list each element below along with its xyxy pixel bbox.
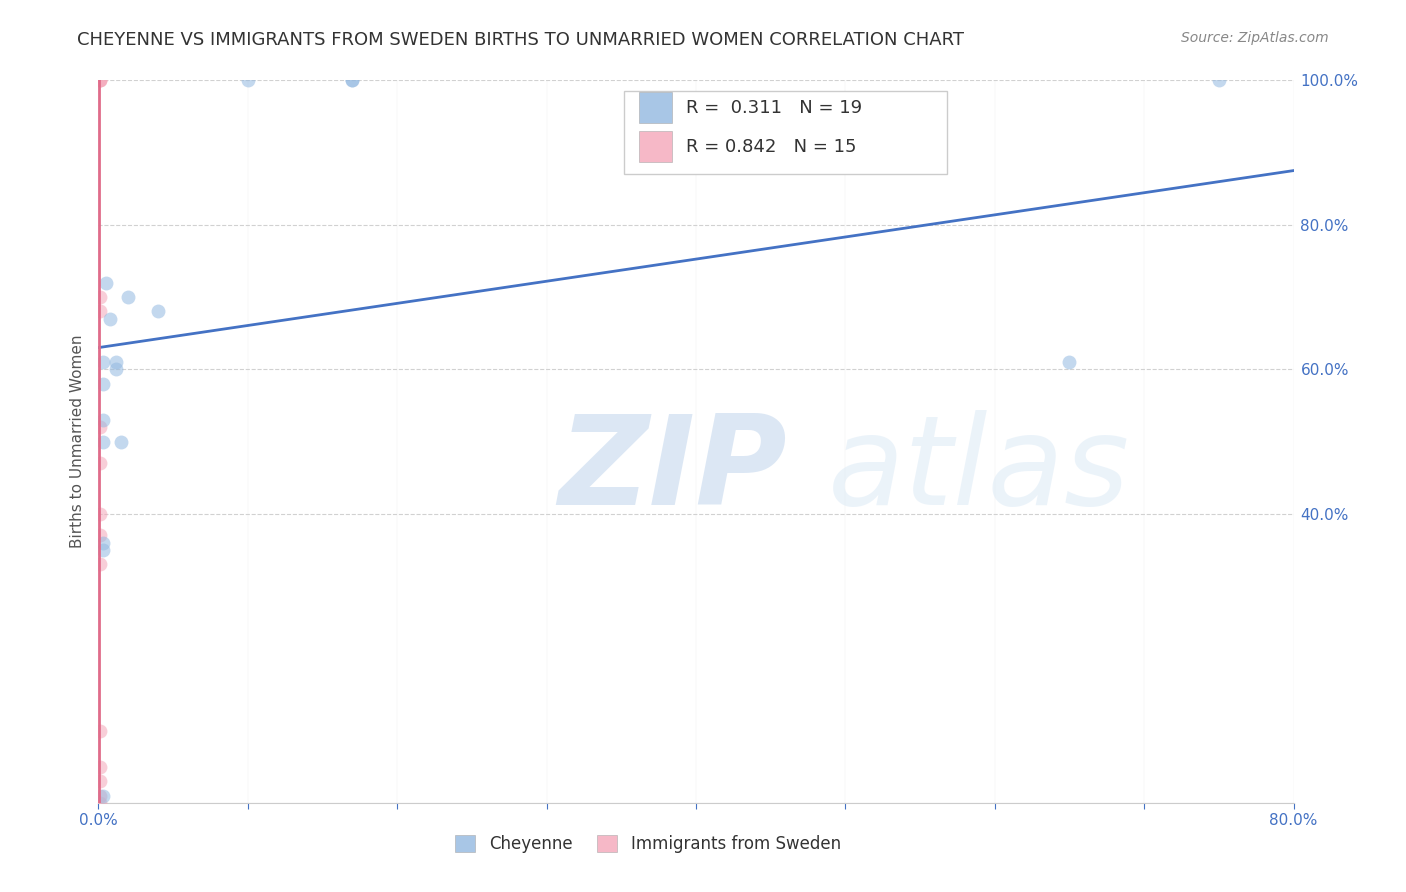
Point (1208, 73, 1230, 87)
Point (89, 558, 111, 572)
Point (98, 311, 122, 326)
Point (89, 789, 111, 803)
Point (117, 290, 139, 304)
Point (89, 723, 111, 738)
Point (89, 304, 111, 318)
Text: R =  0.311   N = 19: R = 0.311 N = 19 (686, 98, 862, 117)
FancyBboxPatch shape (624, 91, 948, 174)
Point (94, 276, 117, 290)
Point (91, 789, 114, 803)
Text: CHEYENNE VS IMMIGRANTS FROM SWEDEN BIRTHS TO UNMARRIED WOMEN CORRELATION CHART: CHEYENNE VS IMMIGRANTS FROM SWEDEN BIRTH… (77, 31, 965, 49)
Point (105, 362, 128, 376)
Point (342, 73, 364, 87)
Point (105, 355, 128, 369)
Point (91, 542, 114, 557)
Point (91, 413, 114, 427)
Point (89, 760, 111, 774)
Point (89, 420, 111, 434)
Point (91, 535, 114, 549)
Point (342, 73, 364, 87)
Point (148, 304, 170, 318)
Point (89, 290, 111, 304)
Text: atlas: atlas (827, 410, 1129, 531)
Point (91, 434, 114, 449)
Point (91, 376, 114, 391)
Point (89, 507, 111, 521)
Point (89, 796, 111, 810)
Point (89, 73, 111, 87)
Point (89, 73, 111, 87)
Point (1059, 355, 1081, 369)
Y-axis label: Births to Unmarried Women: Births to Unmarried Women (69, 334, 84, 549)
FancyBboxPatch shape (638, 93, 672, 123)
Point (89, 73, 111, 87)
Text: R = 0.842   N = 15: R = 0.842 N = 15 (686, 137, 856, 155)
Point (89, 456, 111, 470)
Point (110, 434, 132, 449)
Point (89, 774, 111, 789)
FancyBboxPatch shape (638, 131, 672, 161)
Text: Source: ZipAtlas.com: Source: ZipAtlas.com (1181, 31, 1329, 45)
Legend: Cheyenne, Immigrants from Sweden: Cheyenne, Immigrants from Sweden (449, 828, 848, 860)
Point (89, 528, 111, 542)
Point (91, 355, 114, 369)
Point (236, 73, 259, 87)
Text: ZIP: ZIP (558, 410, 787, 531)
